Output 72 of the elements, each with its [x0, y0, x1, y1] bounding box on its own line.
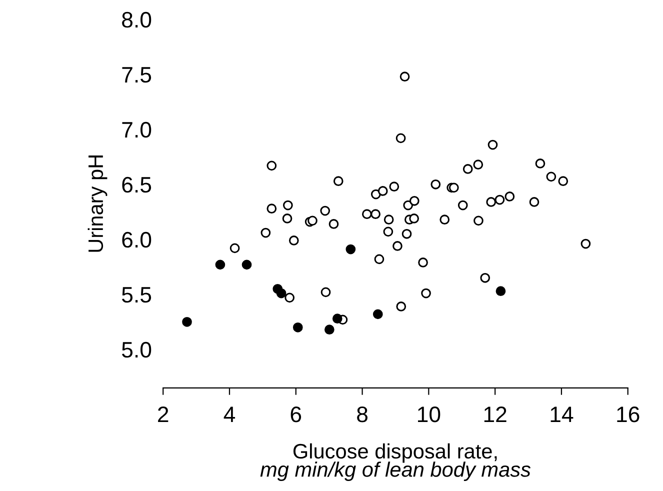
point [474, 216, 484, 226]
x-tick-label: 16 [617, 406, 640, 422]
point [378, 186, 388, 196]
point [529, 197, 540, 207]
y-tick-label: 5.5 [122, 287, 152, 303]
x-tick-label: 2 [158, 406, 168, 422]
x-tick-label: 4 [224, 406, 236, 422]
point [260, 228, 271, 238]
point [480, 272, 490, 283]
point [496, 286, 506, 296]
point [400, 72, 410, 82]
x-tick-label: 14 [550, 406, 574, 422]
point [292, 322, 303, 332]
point [282, 214, 292, 224]
point [389, 182, 400, 192]
point [308, 216, 318, 226]
point [409, 214, 419, 224]
point [402, 228, 412, 239]
x-tick-label: 12 [484, 406, 506, 422]
point [421, 288, 431, 298]
point [392, 241, 402, 251]
point [320, 206, 330, 216]
x-tick-label: 8 [357, 406, 368, 422]
point [362, 209, 372, 220]
y-axis-title: Urinary pH [88, 156, 108, 252]
point [440, 214, 450, 225]
point [320, 287, 331, 298]
point [288, 236, 299, 246]
point [276, 288, 286, 298]
point [215, 260, 226, 270]
point [546, 172, 556, 182]
point [473, 160, 484, 170]
point [558, 176, 568, 186]
point [486, 197, 496, 207]
point [324, 324, 334, 335]
point [284, 292, 295, 303]
point [494, 194, 505, 205]
y-tick-label: 7.5 [122, 67, 152, 83]
point [535, 158, 546, 168]
point [266, 204, 277, 214]
point [504, 192, 515, 202]
point [396, 133, 406, 144]
point [230, 243, 240, 254]
x-tick-label: 10 [418, 406, 440, 422]
point [242, 260, 252, 270]
point [462, 164, 473, 174]
point [282, 200, 293, 210]
y-tick-label: 7.0 [122, 122, 152, 138]
point [333, 176, 344, 186]
point [374, 254, 384, 264]
point [332, 314, 342, 324]
point [266, 160, 277, 171]
point [372, 309, 383, 320]
y-tick-label: 5.0 [122, 342, 152, 358]
y-tick-label: 8.0 [122, 12, 152, 28]
point [384, 214, 394, 225]
point [396, 302, 406, 312]
point [580, 238, 591, 249]
point [458, 200, 468, 210]
point [182, 316, 192, 327]
point [346, 244, 356, 254]
point [328, 219, 339, 229]
point [409, 196, 420, 206]
point [370, 209, 380, 220]
point [418, 258, 428, 268]
point [488, 140, 498, 150]
point [430, 179, 441, 190]
text: Glucose disposal rate, mg min/kg of lean body mass [260, 443, 531, 482]
point [383, 226, 394, 237]
x-tick-label: 6 [290, 406, 302, 422]
y-tick-label: 6.0 [122, 232, 152, 248]
y-tick-label: 6.5 [122, 176, 152, 193]
